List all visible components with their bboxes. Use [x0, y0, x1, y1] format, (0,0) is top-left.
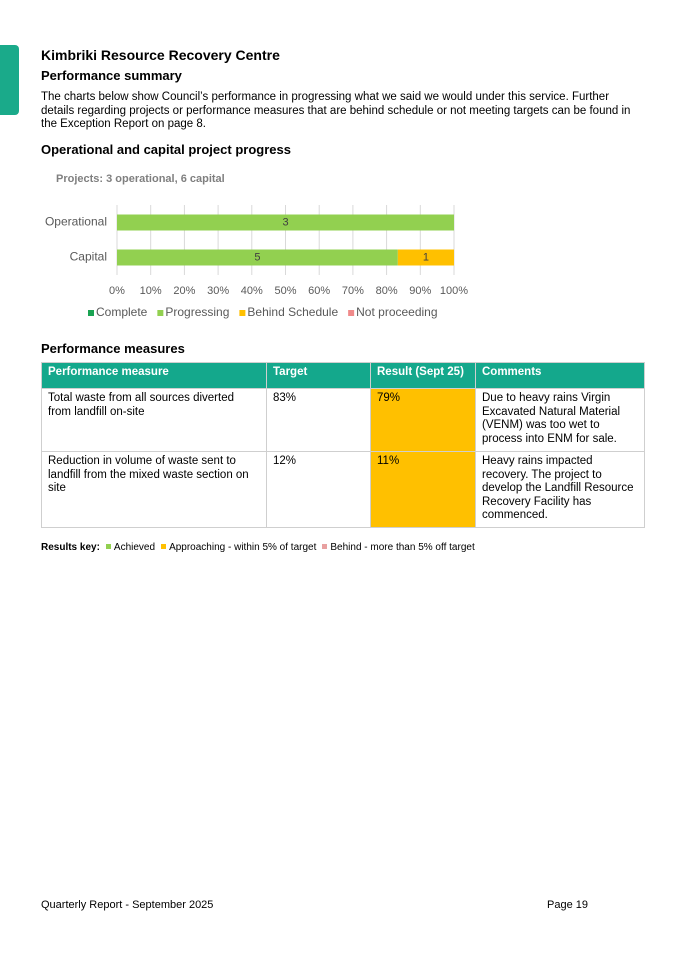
measures-table: Performance measure Target Result (Sept …	[41, 362, 645, 528]
data-label: 5	[254, 251, 260, 263]
x-tick-label: 70%	[342, 285, 364, 297]
x-tick-label: 0%	[109, 285, 125, 297]
section-heading: Operational and capital project progress	[41, 142, 291, 157]
legend-swatch	[239, 310, 246, 316]
key-item: Approaching - within 5% of target	[169, 542, 317, 553]
cell: Reduction in volume of waste sent to lan…	[41, 451, 267, 528]
data-label: 1	[423, 251, 429, 263]
cell: Heavy rains impacted recovery. The proje…	[475, 451, 645, 528]
x-tick-label: 60%	[308, 285, 330, 297]
section-heading: Performance measures	[41, 341, 185, 356]
legend-swatch	[88, 310, 94, 316]
chart-title: Projects: 3 operational, 6 capital	[56, 173, 225, 185]
key-item: Achieved	[113, 542, 156, 553]
legend-label: Complete	[96, 305, 148, 319]
table-header: Performance measure Target Result (Sept …	[41, 362, 645, 389]
x-tick-label: 50%	[274, 285, 296, 297]
legend-swatch	[157, 310, 164, 316]
header-cell: Result (Sept 25)	[370, 362, 476, 389]
x-tick-label: 10%	[140, 285, 162, 297]
bar-segment	[397, 249, 454, 266]
cell: Due to heavy rains Virgin Excavated Natu…	[475, 388, 645, 452]
key-item: Behind - more than 5% off target	[330, 542, 475, 553]
x-tick-label: 30%	[207, 285, 229, 297]
table-row: Total waste from all sources diverted fr…	[41, 388, 645, 452]
section-tab	[0, 45, 19, 115]
x-tick-label: 90%	[409, 285, 431, 297]
cell: 11%	[370, 451, 476, 528]
bar-segment	[117, 214, 454, 231]
legend-swatch	[348, 310, 355, 316]
x-tick-label: 80%	[376, 285, 398, 297]
cell: 79%	[370, 388, 476, 452]
cell: Total waste from all sources diverted fr…	[41, 388, 267, 452]
bar-segment	[117, 249, 398, 266]
page-title: Kimbriki Resource Recovery Centre	[41, 47, 280, 63]
legend-label: Progressing	[165, 305, 229, 319]
key-label: Results key:	[41, 542, 100, 553]
data-label: 3	[282, 216, 288, 228]
chart: Projects: 3 operational, 6 capital 0% 10%…	[45, 173, 468, 319]
cell: 83%	[266, 388, 371, 452]
intro: The charts below show Council’s performa…	[41, 91, 631, 130]
x-tick-label: 100%	[440, 285, 468, 297]
header-cell: Target	[266, 362, 371, 389]
legend-label: Not proceeding	[356, 305, 437, 319]
x-tick-label: 40%	[241, 285, 263, 297]
header-cell: Performance measure	[41, 362, 267, 389]
subtitle: Performance summary	[41, 68, 182, 83]
header-cell: Comments	[475, 362, 645, 389]
footer-right: Page 19	[547, 899, 588, 911]
cell: 12%	[266, 451, 371, 528]
footer-left: Quarterly Report - September 2025	[41, 899, 214, 911]
y-tick-label: Operational	[45, 215, 107, 229]
results-key: Results key: Achieved Approaching - within…	[41, 542, 475, 553]
legend-label: Behind Schedule	[247, 305, 338, 319]
y-tick-label: Capital	[70, 250, 107, 264]
x-tick-label: 20%	[173, 285, 195, 297]
table-row: Reduction in volume of waste sent to lan…	[41, 451, 645, 528]
